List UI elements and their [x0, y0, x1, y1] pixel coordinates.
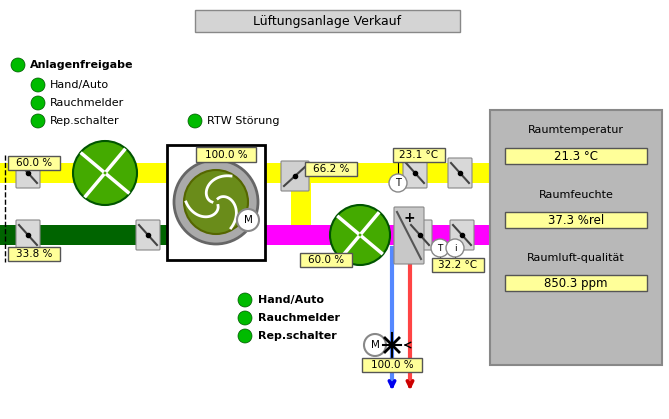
Text: 33.8 %: 33.8 % [16, 249, 52, 259]
Text: Rauchmelder: Rauchmelder [258, 313, 340, 323]
Bar [265, 163, 490, 183]
Text: Rep.schalter: Rep.schalter [50, 116, 120, 126]
Bar [432, 258, 484, 272]
Text: Anlagenfreigabe: Anlagenfreigabe [30, 60, 134, 70]
Text: Raumtemperatur: Raumtemperatur [528, 125, 624, 135]
Text: Lüftungsanlage Verkauf: Lüftungsanlage Verkauf [253, 15, 401, 28]
Circle shape [184, 170, 248, 234]
Text: T: T [395, 178, 401, 188]
Text: 60.0 %: 60.0 % [16, 158, 52, 168]
FancyBboxPatch shape [16, 158, 40, 188]
FancyBboxPatch shape [448, 158, 472, 188]
Text: 66.2 %: 66.2 % [313, 164, 349, 174]
FancyBboxPatch shape [394, 207, 424, 264]
Circle shape [31, 114, 45, 128]
Bar [167, 145, 265, 260]
Text: Raumfeuchte: Raumfeuchte [539, 190, 613, 200]
Text: Hand/Auto: Hand/Auto [258, 295, 324, 305]
Circle shape [188, 114, 202, 128]
Text: 850.3 ppm: 850.3 ppm [545, 277, 607, 290]
Circle shape [238, 293, 252, 307]
FancyBboxPatch shape [16, 220, 40, 250]
Circle shape [238, 329, 252, 343]
Text: 32.2 °C: 32.2 °C [438, 260, 478, 270]
Circle shape [73, 141, 137, 205]
Text: 23.1 °C: 23.1 °C [398, 152, 434, 162]
Bar [393, 148, 445, 162]
Bar [291, 183, 311, 225]
Bar [490, 110, 662, 365]
Bar [505, 275, 647, 291]
Text: Rauchmelder: Rauchmelder [50, 98, 124, 108]
Bar [362, 358, 422, 372]
Text: 100.0 %: 100.0 % [205, 150, 248, 160]
Text: 60.0 %: 60.0 % [308, 255, 344, 265]
Text: T: T [438, 243, 443, 253]
Bar [8, 156, 60, 170]
FancyBboxPatch shape [281, 161, 309, 191]
Bar [0, 163, 167, 183]
Text: Hand/Auto: Hand/Auto [50, 80, 109, 90]
Circle shape [31, 78, 45, 92]
Circle shape [446, 239, 464, 257]
Bar [8, 247, 60, 261]
FancyBboxPatch shape [136, 220, 160, 250]
Bar [505, 148, 647, 164]
Circle shape [431, 239, 449, 257]
Text: RTW Störung: RTW Störung [207, 116, 280, 126]
Text: M: M [371, 340, 379, 350]
Circle shape [11, 58, 25, 72]
Circle shape [364, 334, 386, 356]
Bar [300, 253, 352, 267]
FancyBboxPatch shape [195, 10, 460, 32]
Circle shape [174, 160, 258, 244]
Circle shape [237, 209, 259, 231]
Circle shape [238, 311, 252, 325]
Bar [265, 225, 490, 245]
Text: i: i [454, 243, 456, 253]
Bar [505, 212, 647, 228]
Circle shape [389, 174, 407, 192]
Text: Rep.schalter: Rep.schalter [258, 331, 337, 341]
Text: +: + [403, 211, 415, 225]
Circle shape [31, 96, 45, 110]
Text: M: M [244, 215, 252, 225]
Text: 23.1 °C: 23.1 °C [399, 150, 439, 160]
Bar [196, 147, 256, 162]
Text: Raumluft­qualität: Raumluft­qualität [527, 253, 625, 263]
FancyBboxPatch shape [408, 220, 432, 250]
Bar [305, 162, 357, 176]
Text: 21.3 °C: 21.3 °C [554, 150, 598, 163]
Text: 100.0 %: 100.0 % [371, 360, 413, 370]
FancyBboxPatch shape [450, 220, 474, 250]
FancyBboxPatch shape [403, 158, 427, 188]
Bar [0, 225, 167, 245]
Text: 37.3 %rel: 37.3 %rel [548, 214, 604, 227]
Circle shape [330, 205, 390, 265]
